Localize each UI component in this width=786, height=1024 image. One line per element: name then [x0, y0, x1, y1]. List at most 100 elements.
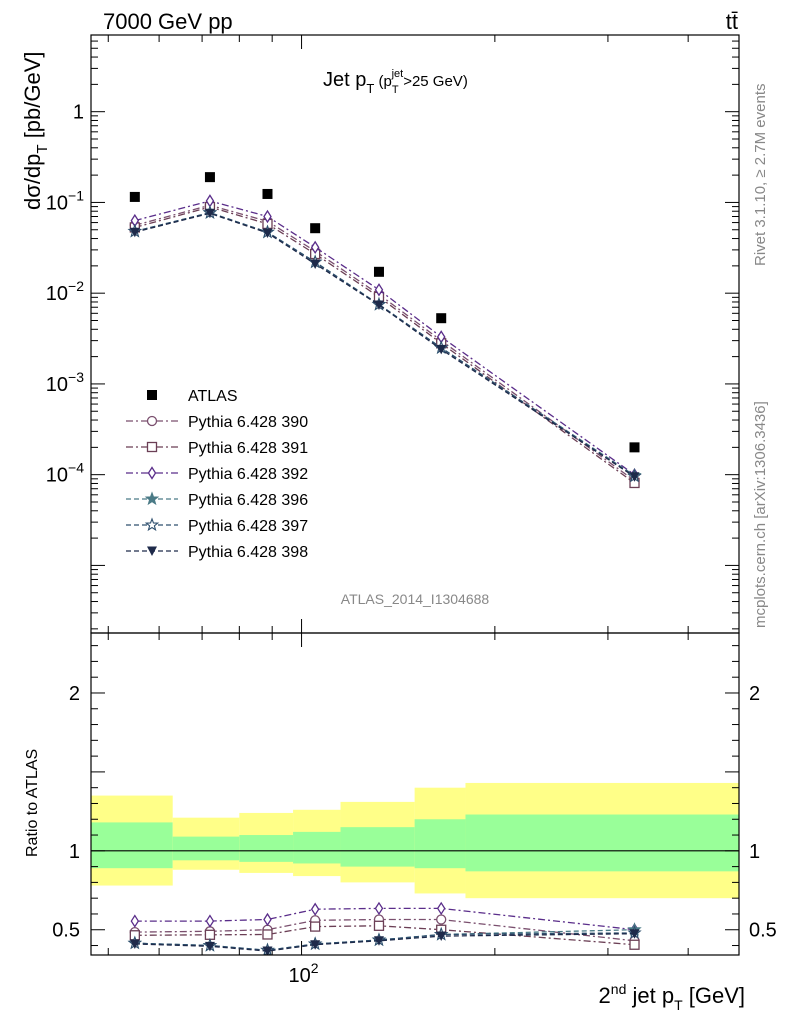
ratio-y-tick-label-left: 1 — [69, 841, 80, 863]
data-point-atlas — [373, 266, 384, 277]
data-point-atlas — [629, 442, 640, 453]
data-point-pythia-6-428-392 — [263, 209, 272, 224]
series-pythia-6-428-398 — [129, 208, 640, 482]
mcplots-label: mcplots.cern.ch [arXiv:1306.3436] — [752, 401, 769, 628]
y-tick-label: 10−1 — [46, 187, 84, 214]
data-point-pythia-6-428-398 — [262, 228, 273, 239]
main-panel: 1 10−1 10−2 10−3 10−4 — [46, 34, 740, 955]
ratio-point-pythia-6-428-392 — [205, 914, 215, 928]
uncertainty-band-inner — [465, 814, 739, 872]
uncertainty-band-inner — [293, 831, 341, 864]
x-axis-label: 2nd jet pT [GeV] — [599, 981, 745, 1013]
plot-title: Jet pT (pTjet>25 GeV) — [323, 68, 468, 96]
process-label: tt̄ — [726, 9, 738, 34]
series-line-pythia-6-428-398 — [134, 212, 635, 478]
ratio-y-tick-label-right: 0.5 — [749, 920, 777, 942]
analysis-label: ATLAS_2014_I1304688 — [341, 591, 490, 607]
legend-marker — [144, 517, 160, 532]
ratio-point-pythia-6-428-390 — [436, 914, 447, 925]
legend-marker — [146, 441, 158, 453]
ratio-point-pythia-6-428-398 — [129, 939, 140, 949]
ratio-y-tick-label-left: 2 — [69, 683, 80, 705]
ratio-point-pythia-6-428-391 — [204, 929, 216, 940]
ratio-y-tick-label-left: 0.5 — [52, 920, 80, 942]
y-tick-label: 10−3 — [46, 369, 84, 396]
ratio-point-pythia-6-428-398 — [310, 940, 321, 950]
ratio-frame — [90, 632, 740, 956]
ratio-series-pythia-6-428-392 — [130, 901, 639, 937]
legend-label: ATLAS — [188, 388, 238, 405]
legend-label: Pythia 6.428 391 — [188, 440, 308, 457]
legend-item-pythia-6-428-390: Pythia 6.428 390 — [126, 414, 308, 431]
data-point-pythia-6-428-392 — [310, 240, 320, 255]
data-point-atlas — [129, 191, 140, 202]
ratio-point-pythia-6-428-392 — [310, 902, 320, 916]
uncertainty-band-inner — [91, 822, 173, 869]
ratio-series-pythia-6-428-398 — [129, 929, 640, 955]
svg-text:Ratio to ATLAS: Ratio to ATLAS — [24, 749, 41, 857]
data-point-atlas — [262, 188, 273, 199]
data-point-pythia-6-428-398 — [436, 344, 447, 355]
energy-label: 7000 GeV pp — [103, 9, 233, 34]
y-tick-label: 10−2 — [46, 278, 84, 305]
x-tick-label: 102 — [289, 960, 319, 987]
ratio-point-pythia-6-428-398 — [436, 931, 447, 942]
legend-label: Pythia 6.428 397 — [188, 518, 308, 535]
ratio-point-pythia-6-428-398 — [262, 946, 273, 955]
data-point-atlas — [204, 172, 215, 183]
legend-item-pythia-6-428-396: Pythia 6.428 396 — [126, 491, 308, 509]
data-point-pythia-6-428-392 — [374, 283, 384, 297]
uncertainty-band-inner — [340, 827, 415, 867]
legend-marker — [147, 390, 157, 400]
data-point-pythia-6-428-398 — [129, 227, 140, 238]
uncertainty-band-inner — [414, 819, 466, 869]
legend-item-pythia-6-428-397: Pythia 6.428 397 — [126, 517, 308, 535]
ratio-point-pythia-6-428-392 — [263, 912, 272, 927]
ratio-y-tick-label-right: 1 — [749, 841, 760, 863]
legend-label: Pythia 6.428 396 — [188, 492, 308, 509]
data-point-atlas — [436, 313, 447, 324]
legend-label: Pythia 6.428 390 — [188, 414, 308, 431]
legend-marker — [144, 491, 160, 506]
ratio-point-pythia-6-428-391 — [373, 920, 385, 931]
y-tick-label: 10−4 — [46, 460, 84, 487]
legend-item-pythia-6-428-391: Pythia 6.428 391 — [126, 440, 308, 457]
data-point-pythia-6-428-398 — [629, 472, 640, 482]
ratio-point-pythia-6-428-398 — [373, 936, 384, 946]
ratio-point-pythia-6-428-392 — [436, 901, 446, 916]
legend-marker — [146, 415, 158, 427]
ratio-point-pythia-6-428-391 — [629, 939, 640, 950]
y-axis-label-ratio: Ratio to ATLAS — [24, 749, 41, 857]
series-line-pythia-6-428-392 — [134, 200, 635, 476]
ratio-point-pythia-6-428-391 — [310, 921, 321, 932]
ratio-point-pythia-6-428-392 — [374, 901, 384, 916]
legend-marker — [147, 546, 157, 556]
series-pythia-6-428-392 — [130, 194, 639, 482]
series-line-pythia-6-428-396 — [134, 212, 635, 477]
series-atlas — [129, 172, 640, 453]
ratio-point-pythia-6-428-391 — [262, 929, 273, 940]
legend-item-atlas: ATLAS — [147, 388, 238, 405]
data-point-pythia-6-428-398 — [310, 259, 321, 269]
legend-item-pythia-6-428-392: Pythia 6.428 392 — [126, 466, 308, 483]
ratio-point-pythia-6-428-392 — [130, 914, 140, 928]
y-tick-label: 1 — [73, 102, 84, 124]
svg-text:dσ/dpT [pb/GeV]: dσ/dpT [pb/GeV] — [20, 51, 51, 210]
uncertainty-band-inner — [239, 835, 294, 862]
ratio-point-pythia-6-428-398 — [204, 941, 215, 952]
legend-label: Pythia 6.428 398 — [188, 544, 308, 561]
y-axis-label-main: dσ/dpT [pb/GeV] — [20, 51, 51, 210]
ratio-y-tick-label-right: 2 — [749, 683, 760, 705]
ratio-point-pythia-6-428-398 — [629, 929, 640, 939]
uncertainty-band-inner — [172, 836, 240, 861]
legend-label: Pythia 6.428 392 — [188, 466, 308, 483]
legend-marker — [147, 466, 157, 480]
legend-item-pythia-6-428-398: Pythia 6.428 398 — [126, 544, 308, 561]
data-point-pythia-6-428-398 — [373, 300, 384, 311]
legend: ATLAS Pythia 6.428 390 Pythia 6.428 391 Pyt… — [126, 388, 308, 561]
data-point-pythia-6-428-398 — [204, 208, 215, 219]
series-line-pythia-6-428-397 — [134, 212, 635, 477]
data-point-atlas — [310, 223, 321, 234]
